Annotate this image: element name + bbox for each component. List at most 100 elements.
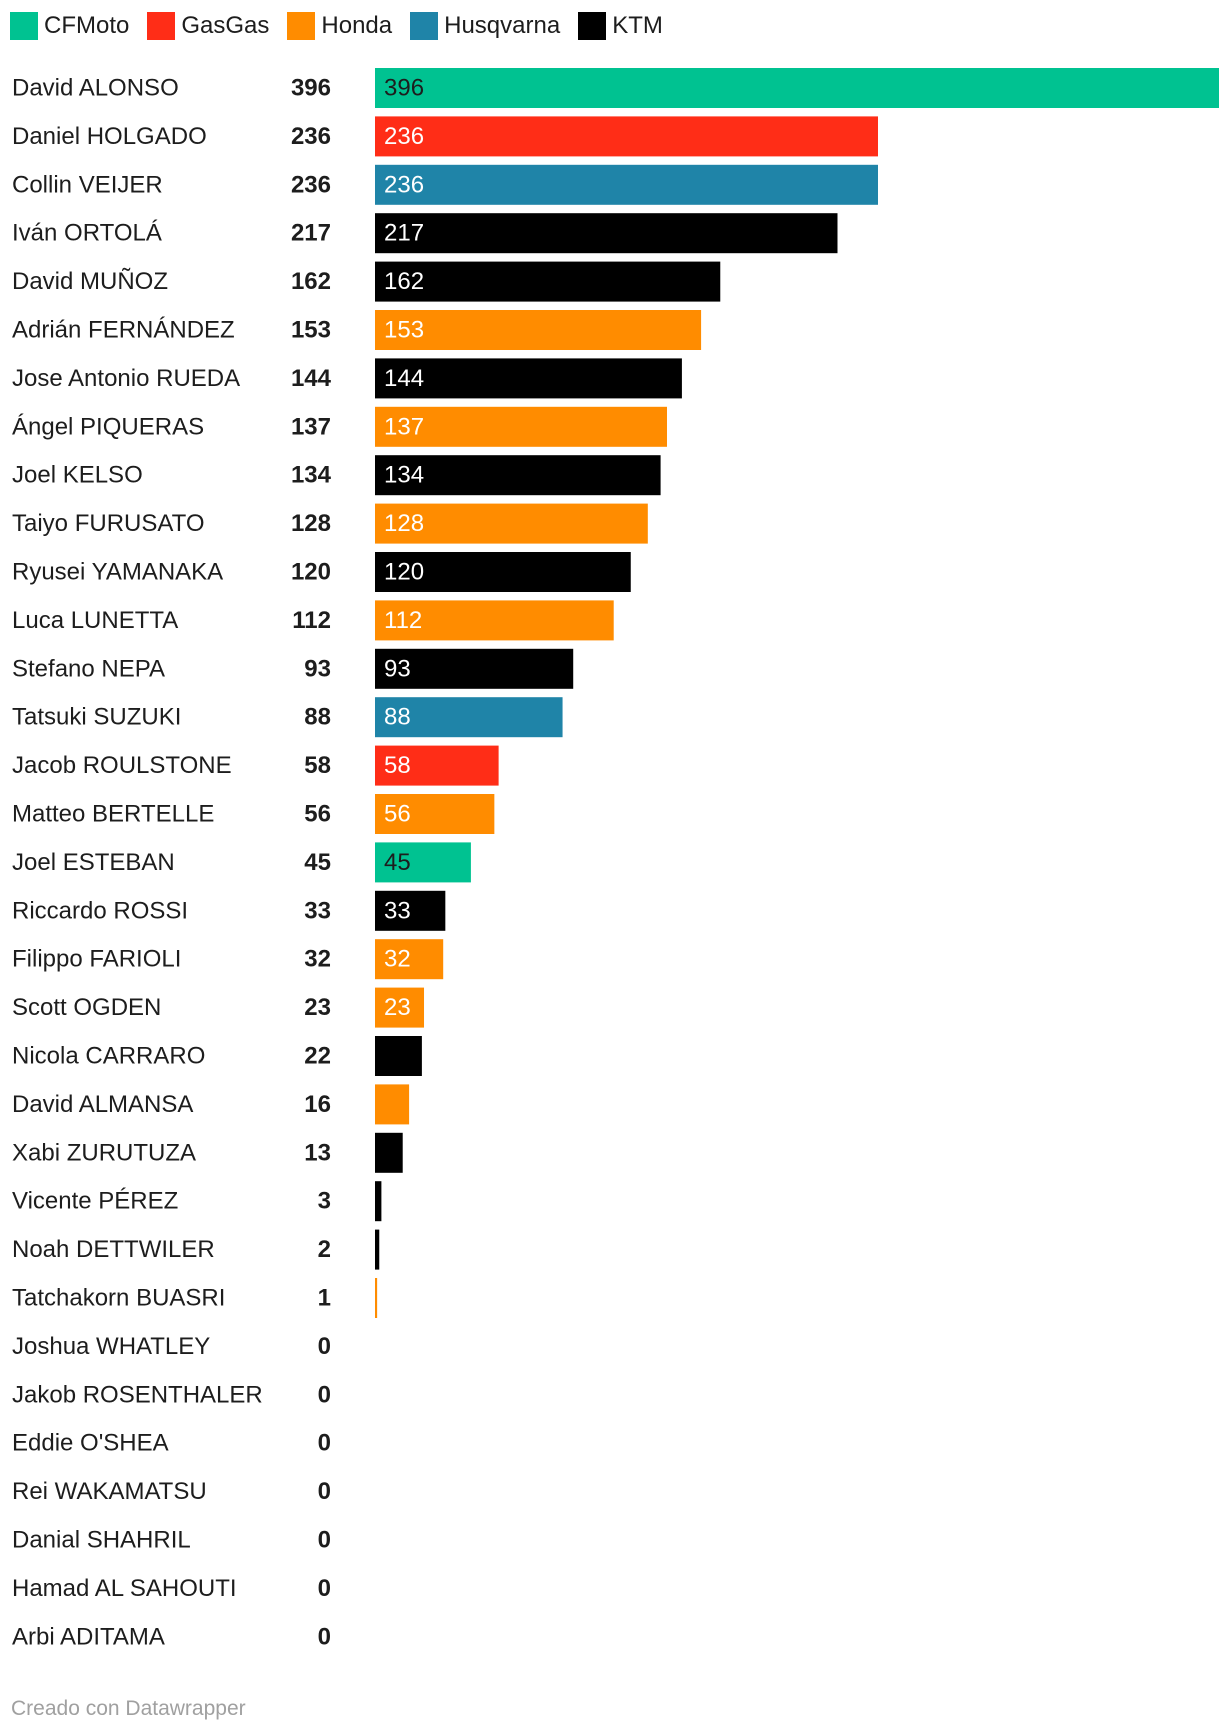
points-value: 137 xyxy=(291,413,331,440)
legend-item-cfmoto: CFMoto xyxy=(10,12,129,40)
bar-data-label: 88 xyxy=(384,704,411,731)
legend-label: CFMoto xyxy=(44,12,130,39)
bar xyxy=(375,890,446,931)
rider-name: Vicente PÉREZ xyxy=(12,1188,178,1215)
bar xyxy=(375,116,878,157)
legend-swatch xyxy=(578,12,607,40)
legend-label: GasGas xyxy=(181,12,270,39)
points-value: 128 xyxy=(291,510,331,537)
points-value: 0 xyxy=(318,1381,331,1408)
bar xyxy=(375,1181,382,1222)
rider-name: Arbi ADITAMA xyxy=(12,1623,165,1650)
rider-name: Joshua WHATLEY xyxy=(12,1333,210,1360)
points-value: 217 xyxy=(291,220,331,247)
rider-name: Hamad AL SAHOUTI xyxy=(12,1575,237,1602)
legend-item-honda: Honda xyxy=(287,12,392,40)
rider-name: David MUÑOZ xyxy=(12,268,168,295)
bar-data-label: 56 xyxy=(384,801,411,828)
chart-legend: CFMoto GasGas Honda Husqvarna KTM xyxy=(10,10,681,42)
rider-name: Ryusei YAMANAKA xyxy=(12,559,223,586)
rider-name: Rei WAKAMATSU xyxy=(12,1478,207,1505)
bar xyxy=(375,1132,403,1173)
bar-data-label: 236 xyxy=(384,123,424,150)
bar-data-label: 153 xyxy=(384,317,424,344)
bar xyxy=(375,987,425,1028)
rider-name: Tatsuki SUZUKI xyxy=(12,704,181,731)
rider-name: Ángel PIQUERAS xyxy=(12,413,204,440)
bar xyxy=(375,648,574,689)
bar xyxy=(375,406,667,447)
points-value: 3 xyxy=(318,1188,331,1215)
bar xyxy=(375,503,648,544)
bar-data-label: 134 xyxy=(384,462,424,489)
points-value: 162 xyxy=(291,268,331,295)
legend-label: Husqvarna xyxy=(444,12,561,39)
rider-name: Riccardo ROSSI xyxy=(12,897,188,924)
rider-name: David ALMANSA xyxy=(12,1091,193,1118)
bar-data-label: 162 xyxy=(384,268,424,295)
bar xyxy=(375,939,444,980)
bar-data-label: 32 xyxy=(384,946,411,973)
points-value: 120 xyxy=(291,559,331,586)
bar xyxy=(375,794,495,834)
rider-name: Joel KELSO xyxy=(12,462,143,489)
points-value: 236 xyxy=(291,171,331,198)
points-value: 2 xyxy=(318,1236,331,1263)
points-value: 22 xyxy=(304,1043,331,1070)
rider-name: Luca LUNETTA xyxy=(12,607,178,634)
bar xyxy=(375,455,661,496)
rider-name: Filippo FARIOLI xyxy=(12,946,181,973)
legend-swatch xyxy=(10,12,38,40)
points-value: 23 xyxy=(304,994,331,1021)
bar-data-label: 23 xyxy=(384,994,411,1021)
points-value: 0 xyxy=(318,1527,331,1554)
bar-data-label: 112 xyxy=(384,607,422,634)
points-value: 0 xyxy=(318,1430,331,1457)
legend-swatch xyxy=(147,12,176,40)
bar xyxy=(375,1084,410,1125)
legend-item-husqvarna: Husqvarna xyxy=(410,12,560,40)
points-value: 0 xyxy=(318,1333,331,1360)
rider-name: Taiyo FURUSATO xyxy=(12,510,204,537)
bar xyxy=(375,164,878,205)
rider-name: Jacob ROULSTONE xyxy=(12,752,232,779)
rider-name: Collin VEIJER xyxy=(12,171,163,198)
bar-data-label: 58 xyxy=(384,752,411,779)
bar xyxy=(375,1036,422,1076)
rider-name: Adrián FERNÁNDEZ xyxy=(12,317,235,344)
rider-name: Nicola CARRARO xyxy=(12,1043,205,1070)
bar xyxy=(375,842,471,883)
rider-name: Eddie O'SHEA xyxy=(12,1430,169,1457)
bar xyxy=(375,310,702,350)
points-value: 0 xyxy=(318,1575,331,1602)
points-value: 58 xyxy=(304,752,331,779)
rider-name: Daniel HOLGADO xyxy=(12,123,207,150)
rider-name: Jakob ROSENTHALER xyxy=(12,1381,263,1408)
bar-data-label: 128 xyxy=(384,510,424,537)
bar-data-label: 45 xyxy=(384,849,411,876)
bar xyxy=(375,1229,380,1270)
rider-name: Iván ORTOLÁ xyxy=(12,220,162,247)
legend-item-gasgas: GasGas xyxy=(147,12,269,40)
rider-name: Noah DETTWILER xyxy=(12,1236,215,1263)
bar xyxy=(375,358,682,399)
bar-data-label: 396 xyxy=(384,75,424,102)
points-value: 16 xyxy=(304,1091,331,1118)
points-value: 45 xyxy=(304,849,331,876)
legend-swatch xyxy=(287,12,316,40)
rider-name: Joel ESTEBAN xyxy=(12,849,175,876)
points-value: 236 xyxy=(291,123,331,150)
points-value: 0 xyxy=(318,1623,331,1650)
bar xyxy=(375,600,614,641)
rider-name: Jose Antonio RUEDA xyxy=(12,365,240,392)
points-value: 144 xyxy=(291,365,332,392)
points-value: 112 xyxy=(292,607,331,634)
rider-name: David ALONSO xyxy=(12,75,179,102)
points-value: 134 xyxy=(291,462,332,489)
bar xyxy=(375,261,721,302)
points-value: 0 xyxy=(318,1478,331,1505)
points-value: 56 xyxy=(304,801,331,828)
points-value: 93 xyxy=(304,655,331,682)
points-value: 396 xyxy=(291,75,331,102)
